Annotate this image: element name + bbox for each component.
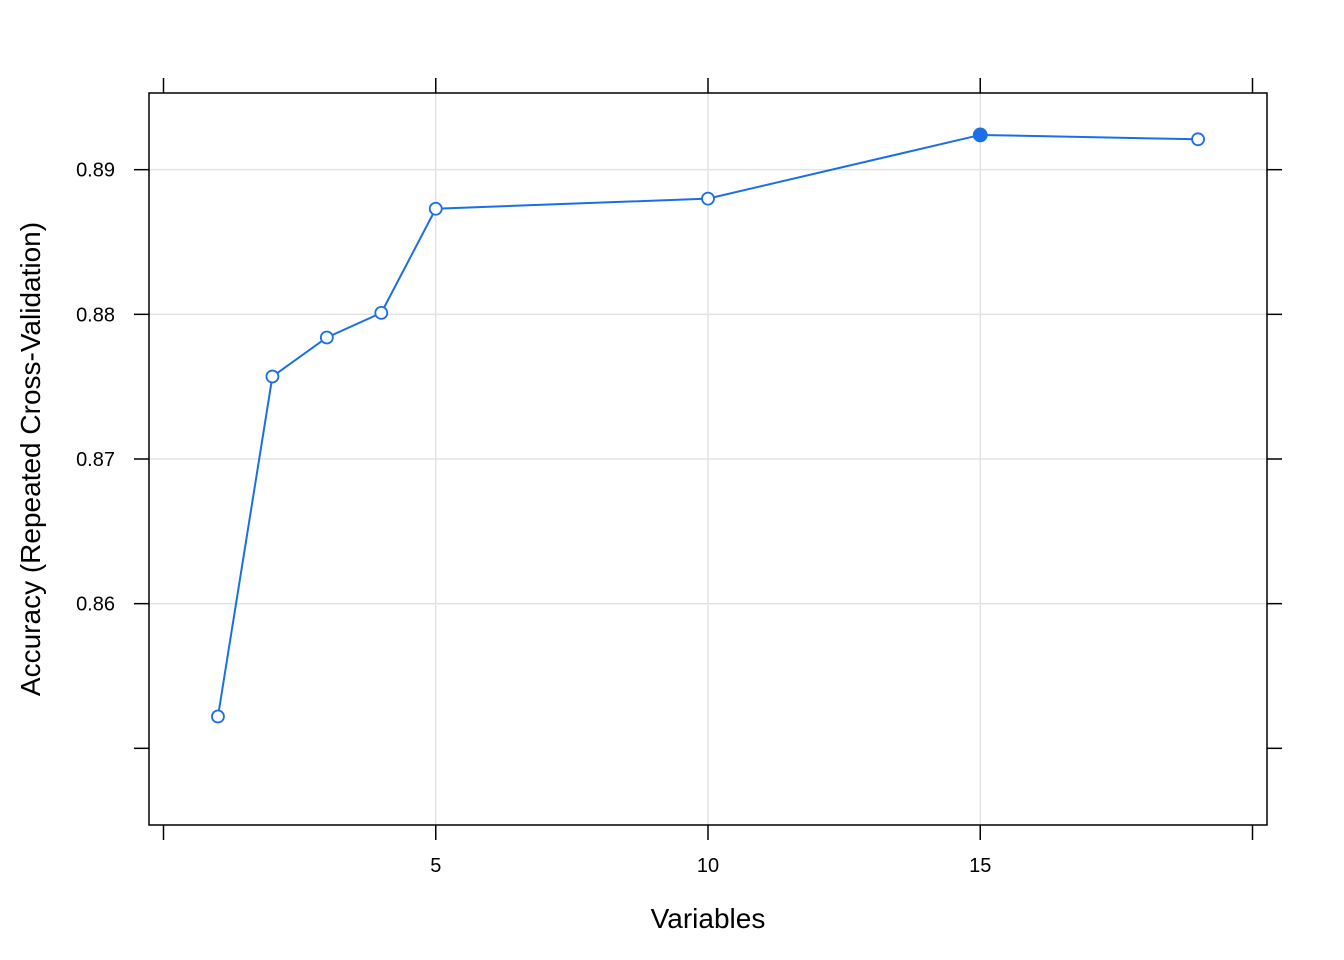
x-tick-label: 10 [697, 855, 719, 877]
data-point-selected [972, 127, 988, 143]
axis-ticks [134, 78, 1282, 840]
y-tick-label: 0.87 [76, 449, 115, 471]
x-tick-label: 15 [969, 855, 991, 877]
y-tick-label: 0.89 [76, 160, 115, 182]
tick-labels: 5 10 15 0.86 0.87 0.88 0.89 [76, 160, 991, 877]
y-tick-label: 0.86 [76, 594, 115, 616]
data-point [319, 330, 334, 345]
x-axis-title: Variables [651, 903, 766, 934]
data-point [265, 369, 280, 384]
data-series [211, 127, 1205, 724]
data-point [701, 191, 715, 206]
grid-lines [149, 93, 1267, 825]
y-axis-title: Accuracy (Repeated Cross-Validation) [15, 222, 46, 696]
data-point [211, 709, 225, 724]
data-point [374, 305, 389, 320]
x-tick-label: 5 [430, 855, 441, 877]
data-point [1191, 132, 1205, 147]
series-line [216, 133, 1199, 717]
data-point [428, 201, 443, 216]
y-tick-label: 0.88 [76, 304, 115, 326]
